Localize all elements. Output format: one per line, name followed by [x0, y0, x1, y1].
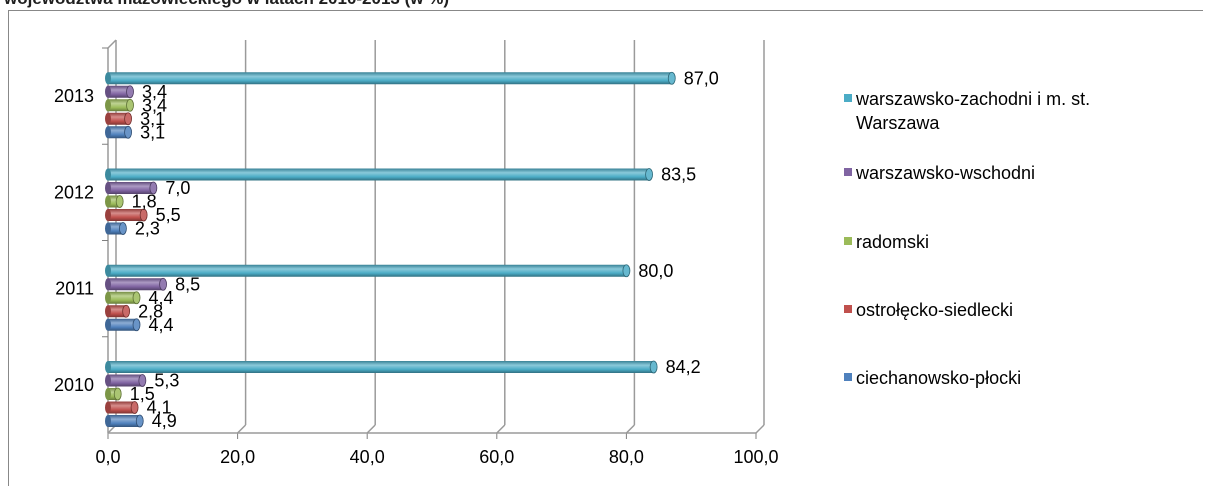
bar: [105, 360, 658, 374]
bar: [105, 195, 124, 208]
bar: [105, 291, 141, 305]
y-tick-label: 2012: [54, 182, 94, 202]
data-label: 87,0: [684, 68, 719, 88]
x-tick-label: 60,0: [479, 447, 514, 467]
data-label: 84,2: [666, 357, 701, 377]
data-label: 83,5: [661, 165, 696, 185]
data-label: 3,1: [140, 109, 165, 129]
bar-chart: 0,0 20,0 40,0 60,0 80,0 100,0 2010 2011 2012 2013…: [54, 39, 1090, 467]
bar: [105, 85, 134, 99]
data-label: 4,4: [149, 315, 174, 335]
bar: [105, 277, 167, 291]
x-tick-label: 40,0: [350, 447, 385, 467]
data-label: 80,0: [638, 261, 673, 281]
bar: [105, 98, 134, 112]
x-tick-label: 80,0: [609, 447, 644, 467]
data-label: 4,1: [147, 398, 172, 418]
bar: [105, 112, 132, 126]
grid-line-floor: [366, 424, 376, 434]
legend-swatch: [844, 168, 852, 176]
bar: [105, 401, 139, 414]
data-label: 3,1: [140, 122, 165, 142]
bar: [105, 374, 147, 387]
legend-label: ostrołęcko-siedlecki: [856, 300, 1013, 320]
data-labels: 4,94,11,55,384,24,42,84,48,580,02,35,51,…: [130, 68, 719, 431]
data-label: 2,3: [135, 219, 160, 239]
legend-label: warszawsko-zachodni i m. st. Warszawa: [855, 89, 1090, 133]
y-tick-label: 2010: [54, 375, 94, 395]
bar: [105, 208, 148, 222]
data-label: 5,5: [156, 205, 181, 225]
legend-label: warszawsko-wschodni: [855, 163, 1035, 183]
bar: [105, 264, 631, 278]
data-label: 4,4: [149, 288, 174, 308]
data-label: 4,9: [152, 411, 177, 431]
data-label: 1,5: [130, 384, 155, 404]
legend-swatch: [844, 373, 852, 381]
x-tick-label: 0,0: [95, 447, 120, 467]
data-label: 3,4: [142, 82, 167, 102]
bar: [105, 125, 132, 139]
grid-line-floor: [625, 424, 635, 434]
page-title: województwa mazowieckiego w latach 2010-…: [4, 0, 449, 9]
bar: [105, 71, 676, 85]
grid-line-floor: [496, 424, 506, 434]
bars: [105, 71, 676, 428]
grid-line-floor: [237, 424, 247, 434]
bar: [105, 181, 158, 195]
data-label: 8,5: [175, 274, 200, 294]
data-label: 3,4: [142, 95, 167, 115]
grid-line-floor: [755, 424, 765, 434]
x-tick-label: 100,0: [733, 447, 778, 467]
bar: [105, 414, 144, 428]
data-label: 2,8: [138, 301, 163, 321]
y-tick-label: 2013: [54, 86, 94, 106]
data-label: 1,8: [132, 192, 157, 212]
legend: warszawsko-zachodni i m. st. Warszawa wars…: [844, 89, 1090, 388]
legend-swatch: [844, 305, 852, 313]
bar: [105, 222, 127, 235]
data-label: 5,3: [154, 371, 179, 391]
x-tick-label: 20,0: [220, 447, 255, 467]
chart-frame: 0,0 20,0 40,0 60,0 80,0 100,0 2010 2011 2012 2013…: [8, 10, 1203, 486]
legend-label: ciechanowsko-płocki: [856, 368, 1021, 388]
y-axis-depth-line: [107, 39, 117, 49]
bar: [105, 318, 141, 332]
y-tick-label: 2011: [55, 279, 94, 299]
legend-swatch: [844, 237, 852, 245]
legend-swatch: [844, 94, 852, 102]
bar: [105, 304, 131, 318]
bar: [105, 168, 653, 181]
bar: [105, 387, 122, 401]
legend-label: radomski: [856, 232, 929, 252]
data-label: 7,0: [165, 178, 190, 198]
